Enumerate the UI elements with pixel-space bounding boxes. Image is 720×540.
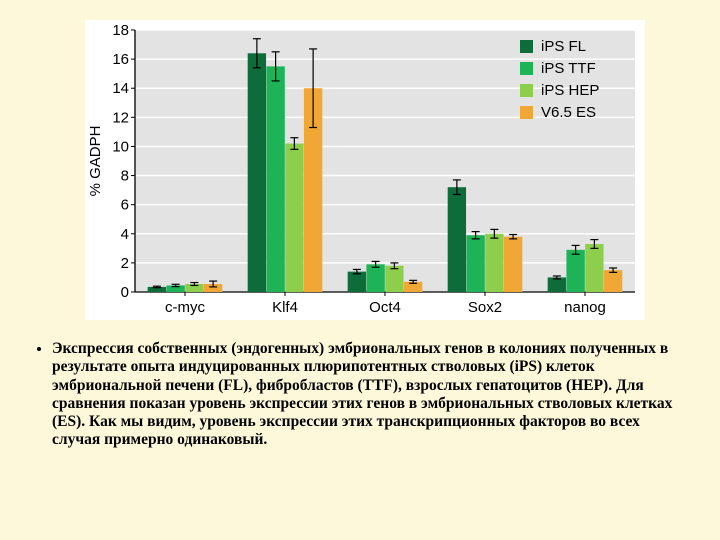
svg-text:10: 10 — [112, 138, 129, 155]
svg-text:Oct4: Oct4 — [369, 299, 401, 316]
chart-container: 0 2 4 6 8 10 12 14 16 18 % GADPH c-myc Klf4 Oct4 Sox2 n… — [85, 20, 645, 320]
svg-text:Klf4: Klf4 — [272, 299, 298, 316]
caption-text: Экспрессия собственных (эндогенных) эмбр… — [52, 340, 690, 450]
svg-text:4: 4 — [121, 226, 129, 243]
svg-text:16: 16 — [112, 51, 129, 68]
svg-text:14: 14 — [112, 80, 129, 97]
svg-text:% GADPH: % GADPH — [87, 126, 104, 197]
caption-block: Экспрессия собственных (эндогенных) эмбр… — [30, 340, 690, 450]
bar-chart: 0 2 4 6 8 10 12 14 16 18 % GADPH c-myc Klf4 Oct4 Sox2 n… — [85, 20, 645, 320]
svg-text:c-myc: c-myc — [165, 299, 205, 316]
svg-text:8: 8 — [121, 168, 129, 185]
svg-text:18: 18 — [112, 22, 129, 39]
svg-text:Sox2: Sox2 — [468, 299, 502, 316]
svg-text:iPS HEP: iPS HEP — [541, 82, 599, 99]
svg-text:6: 6 — [121, 197, 129, 214]
svg-text:nanog: nanog — [564, 299, 606, 316]
svg-text:12: 12 — [112, 109, 129, 126]
svg-text:0: 0 — [121, 284, 129, 301]
slide: 0 2 4 6 8 10 12 14 16 18 % GADPH c-myc Klf4 Oct4 Sox2 n… — [0, 0, 720, 540]
svg-text:V6.5 ES: V6.5 ES — [541, 104, 596, 121]
svg-text:iPS TTF: iPS TTF — [541, 60, 596, 77]
svg-text:2: 2 — [121, 255, 129, 272]
svg-text:iPS FL: iPS FL — [541, 38, 586, 55]
